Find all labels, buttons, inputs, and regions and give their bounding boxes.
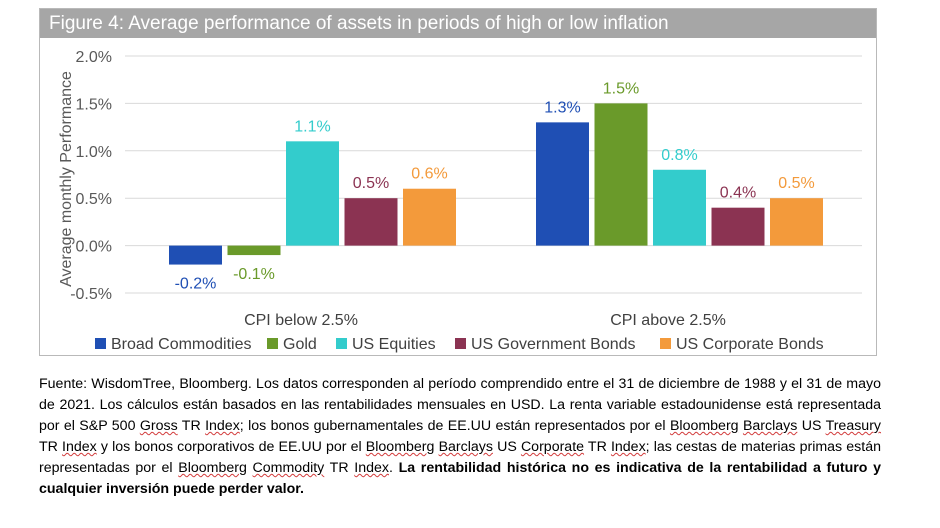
- bar: [227, 245, 281, 256]
- caption-term: Index: [354, 460, 389, 476]
- data-label: 0.4%: [720, 185, 756, 202]
- data-label: 0.8%: [661, 147, 697, 164]
- bar: [711, 207, 765, 246]
- data-label: -0.1%: [233, 266, 275, 283]
- caption-text: ; las cestas de materias primas están re…: [39, 439, 881, 476]
- legend-label: US Corporate Bonds: [676, 336, 824, 353]
- y-tick-label: 0.5%: [76, 191, 112, 208]
- chart-title: Figure 4: Average performance of assets …: [40, 9, 876, 38]
- caption-term: Gross: [139, 418, 178, 434]
- bar: [770, 198, 823, 246]
- caption-term: Barclays: [438, 439, 493, 455]
- data-label: 0.5%: [353, 175, 389, 192]
- bar: [653, 169, 706, 246]
- y-tick-label: 0.0%: [76, 239, 112, 256]
- caption-disclaimer: La rentabilidad histórica no es indicati…: [39, 460, 882, 497]
- caption-text: TR: [324, 460, 355, 476]
- legend-swatch: [660, 338, 671, 349]
- x-tick-label: CPI below 2.5%: [244, 312, 358, 329]
- bar: [536, 122, 589, 246]
- caption-term: Bloomberg: [365, 439, 435, 455]
- chart-canvas: 2.0% 1.5% 1.0% 0.5% 0.0% -0.5% -0.2% 1.3% -0.1%…: [58, 49, 862, 353]
- bar: [594, 103, 648, 246]
- legend-label: Broad Commodities: [111, 336, 252, 353]
- bar: [286, 141, 339, 246]
- data-label: 1.1%: [294, 118, 330, 135]
- caption-text: TR: [177, 418, 206, 434]
- bar: [169, 245, 222, 265]
- chart-figure: Figure 4: Average performance of assets …: [39, 8, 877, 356]
- caption-term: Corporate: [520, 439, 585, 455]
- caption-term: Bloomberg: [178, 460, 247, 476]
- legend-swatch: [336, 338, 347, 349]
- caption-term: Barclays: [742, 418, 798, 434]
- caption-text: ; los bonos gubernamentales de EE.UU est…: [239, 418, 670, 434]
- caption-text: TR: [584, 439, 611, 455]
- caption-text: y los bonos corporativos de EE.UU por el: [96, 439, 366, 455]
- caption-term: Index: [205, 418, 240, 434]
- y-tick-label: 1.0%: [76, 144, 112, 161]
- legend-swatch: [455, 338, 466, 349]
- bar: [403, 188, 456, 246]
- source-caption: Fuente: WisdomTree, Bloomberg. Los datos…: [39, 374, 881, 500]
- data-label: 1.5%: [603, 80, 639, 97]
- bar: [344, 198, 398, 246]
- legend-swatch: [95, 338, 106, 349]
- caption-term: Bloomberg: [669, 418, 739, 434]
- data-label: 1.3%: [544, 99, 580, 116]
- legend-label: US Government Bonds: [471, 336, 636, 353]
- caption-term: Commodity: [252, 460, 325, 476]
- y-tick-label: -0.5%: [70, 286, 112, 303]
- y-axis-label: Average monthly Performance: [58, 71, 75, 287]
- x-tick-label: CPI above 2.5%: [610, 312, 726, 329]
- caption-text: .: [388, 460, 399, 476]
- caption-term: Index: [610, 439, 646, 455]
- legend-swatch: [267, 338, 278, 349]
- legend-label: Gold: [283, 336, 317, 353]
- data-label: -0.2%: [175, 276, 217, 293]
- legend-label: US Equities: [352, 336, 436, 353]
- data-label: 0.6%: [411, 166, 447, 183]
- y-tick-label: 1.5%: [76, 96, 112, 113]
- caption-term: Index: [62, 439, 97, 455]
- caption-text: US: [492, 439, 521, 455]
- data-label: 0.5%: [778, 175, 814, 192]
- caption-text: US: [797, 418, 826, 434]
- caption-term: Treasury: [825, 418, 882, 434]
- y-tick-label: 2.0%: [76, 49, 112, 66]
- caption-text: Fuente: WisdomTree, Bloomberg. Los datos…: [39, 376, 881, 434]
- caption-text: TR: [39, 439, 63, 455]
